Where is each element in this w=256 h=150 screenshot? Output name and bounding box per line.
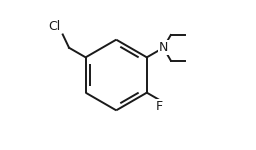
Text: N: N bbox=[159, 41, 168, 54]
Text: F: F bbox=[155, 100, 163, 113]
Text: Cl: Cl bbox=[48, 20, 60, 33]
